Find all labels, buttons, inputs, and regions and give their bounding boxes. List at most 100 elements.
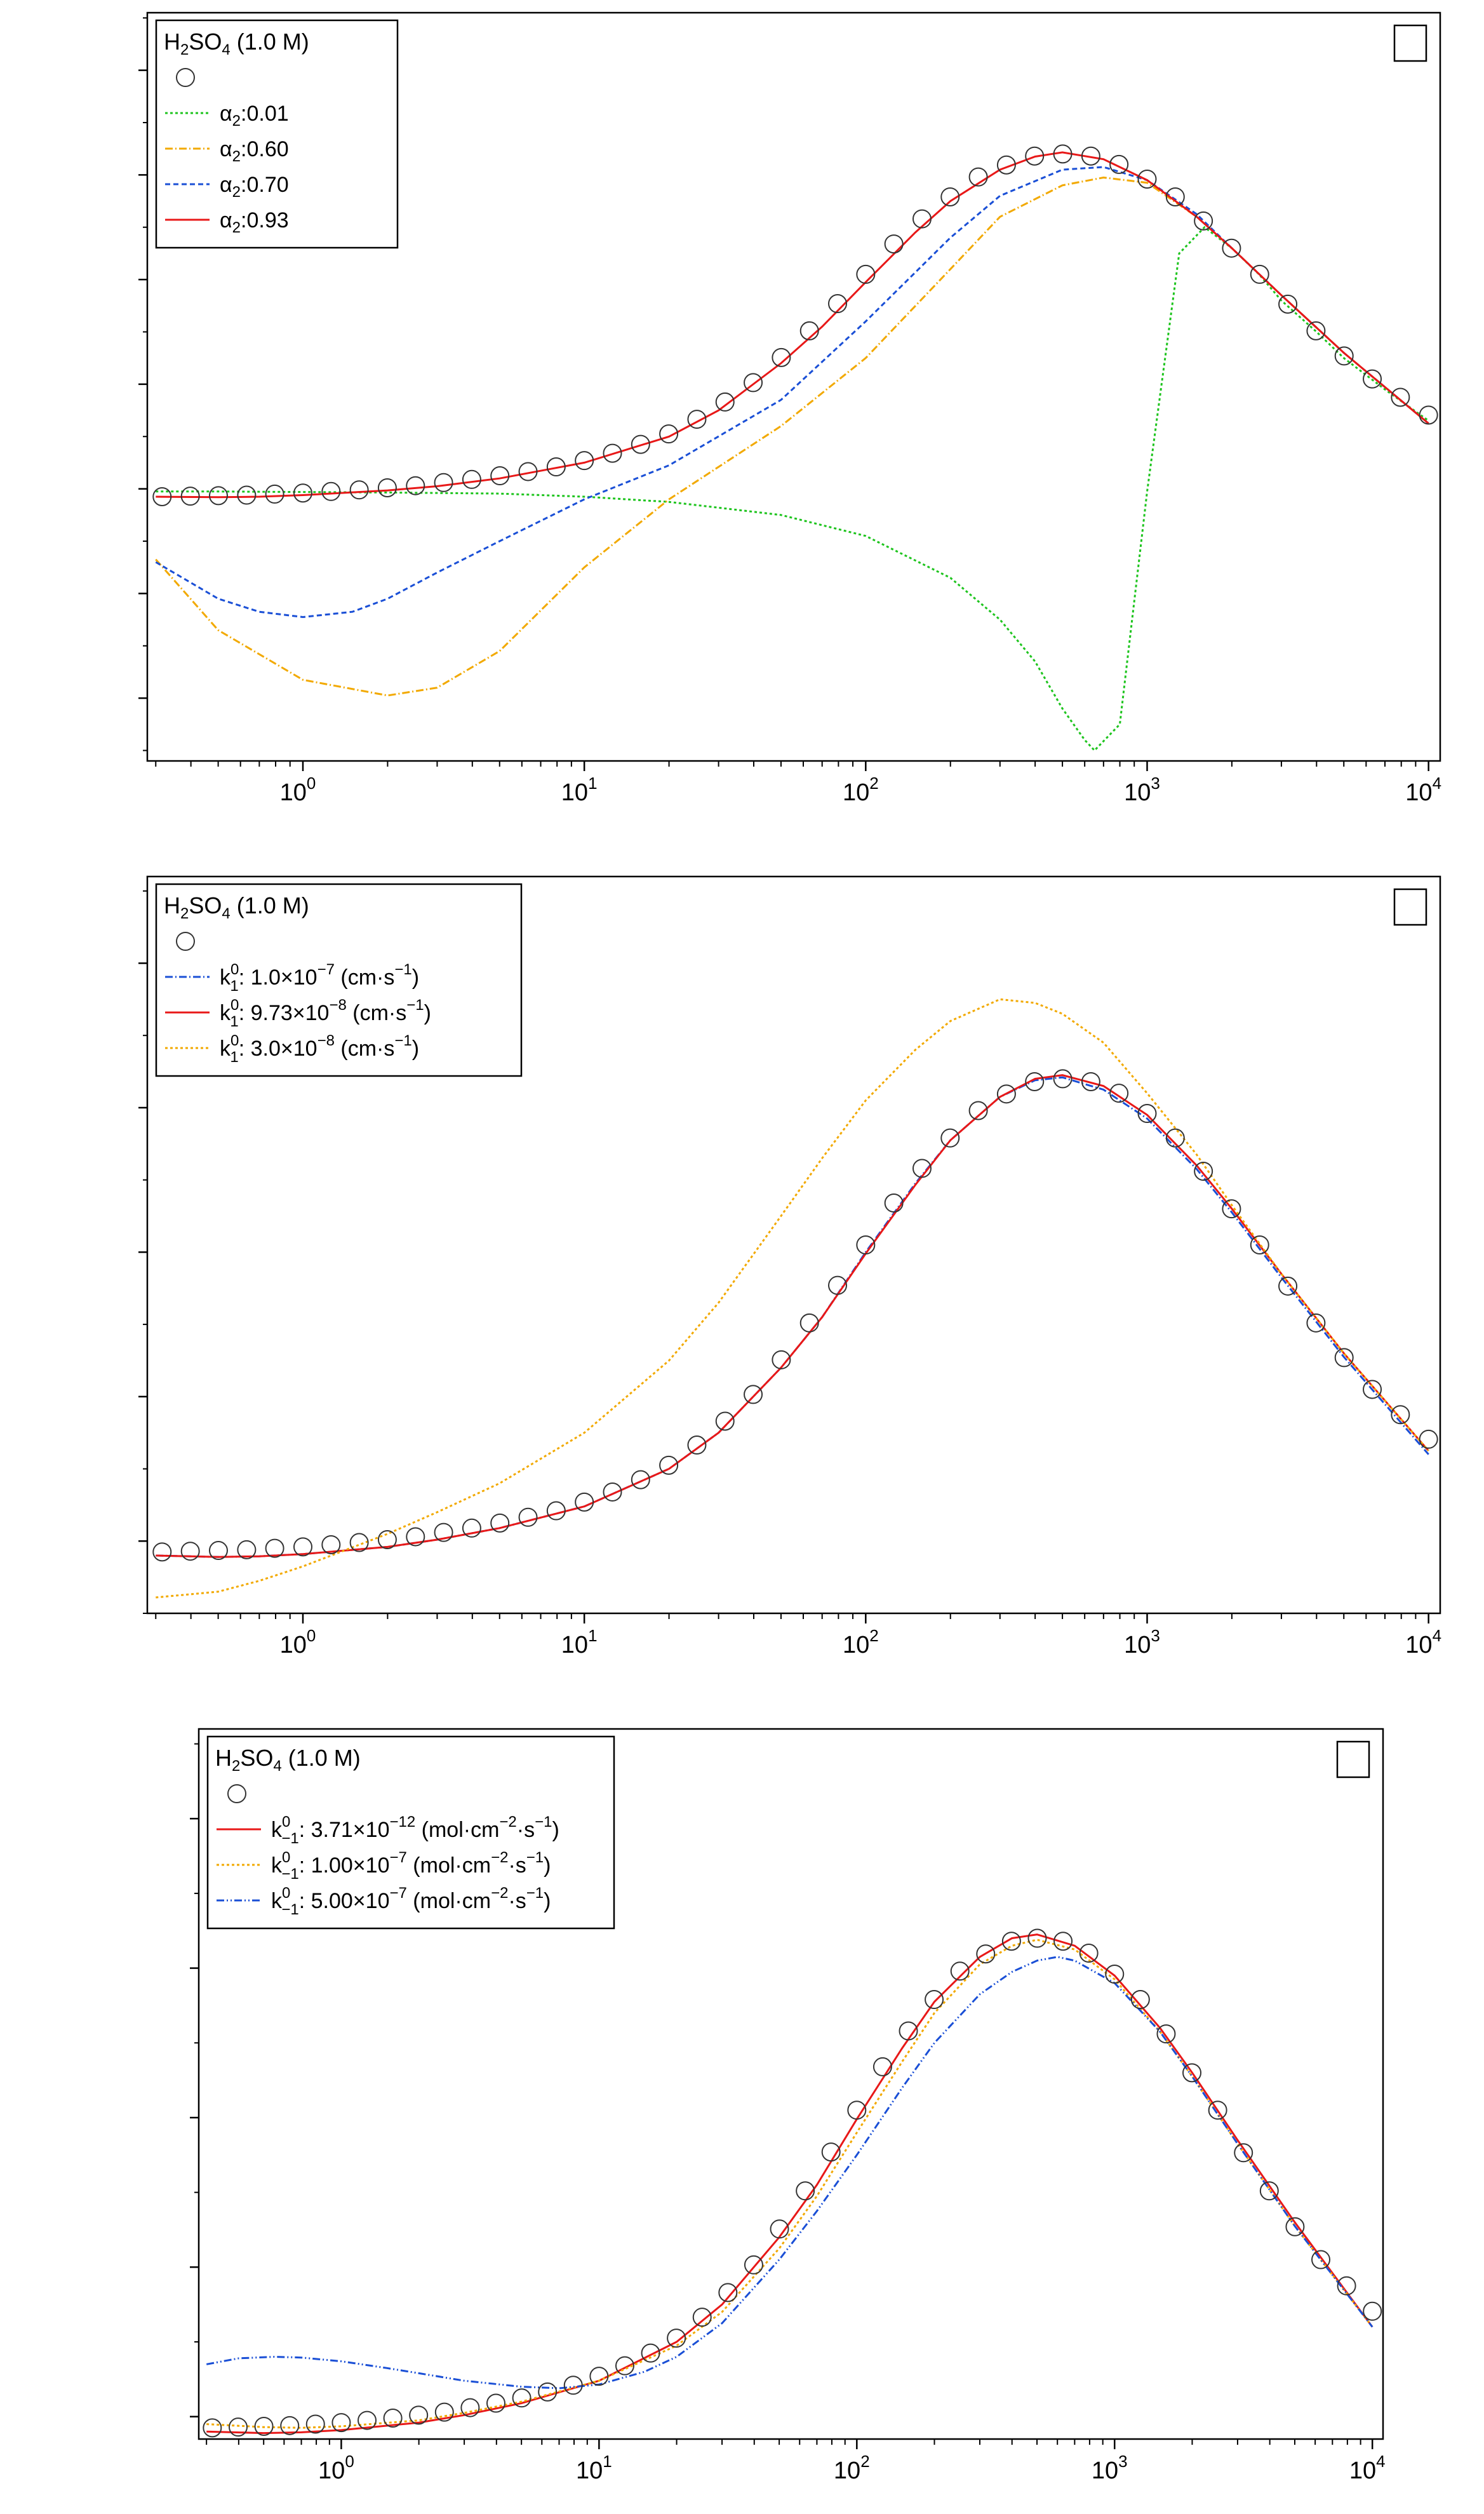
legend-sub: 2 [232, 148, 241, 165]
legend-series-label: k0 −1: 1.00×10−7 (mol·cm−2·s−1) [271, 1849, 551, 1883]
x-tick-label: 104 [1349, 2452, 1386, 2484]
legend-sup: 0 [282, 1813, 290, 1831]
legend-series-label: k0 1: 1.0×10−7 (cm·s−1) [220, 961, 419, 995]
series-line-2 [206, 1939, 1374, 2429]
experimental-point [490, 1513, 510, 1533]
experimental-point [1278, 294, 1298, 314]
experimental-point [349, 1533, 369, 1552]
legend-symbol: α [220, 173, 232, 197]
experimental-point [406, 476, 425, 495]
legend-title-sub: 2 [180, 41, 189, 58]
experimental-point [563, 2376, 583, 2395]
legend-sub: 2 [232, 219, 241, 236]
experimental-point [1337, 2276, 1356, 2296]
legend-series-label: k0 −1: 5.00×10−7 (mol·cm−2·s−1) [271, 1885, 551, 1918]
experimental-point [462, 469, 481, 489]
legend-value: : 5.00×10 [299, 1889, 390, 1913]
legend-sub: 2 [232, 112, 241, 130]
series-line-3 [206, 1956, 1374, 2390]
legend-title-part: (1.0 M) [231, 892, 309, 918]
experimental-point [1137, 1104, 1157, 1124]
legend-title-sub: 4 [222, 41, 230, 58]
x-tick-base: 10 [1349, 2457, 1376, 2484]
x-tick-label: 104 [1405, 774, 1441, 806]
legend-unit-exp: −1 [394, 961, 411, 978]
experimental-point [383, 2409, 403, 2428]
series-line-2 [156, 1074, 1429, 1558]
legend-title-part: (1.0 M) [282, 1745, 361, 1771]
experimental-point [460, 2398, 480, 2417]
experimental-point [321, 1535, 341, 1554]
x-tick-exp: 2 [869, 774, 878, 793]
experimental-point [1363, 2301, 1382, 2321]
legend-box [206, 1735, 615, 1930]
x-tick-exp: 4 [1433, 1626, 1441, 1645]
experimental-point [968, 1101, 988, 1120]
legend-title: H2SO4 (1.0 M) [215, 1745, 361, 1775]
legend-sub: 1 [230, 1013, 238, 1030]
x-tick-label: 102 [843, 774, 879, 806]
x-tick-exp: 0 [307, 774, 316, 793]
legend-title-part: H [215, 1745, 232, 1771]
legend-experimental-marker [176, 68, 195, 87]
experimental-point [884, 234, 904, 254]
experimental-point [799, 321, 819, 340]
experimental-point [434, 473, 453, 492]
legend-experimental-marker [227, 1784, 246, 1803]
legend-unit-exp: −2 [491, 1885, 508, 1902]
x-tick-exp: 4 [1433, 774, 1441, 793]
experimental-point [641, 2343, 660, 2363]
experimental-point [265, 1538, 284, 1558]
legend-unit: ·s [508, 1853, 526, 1878]
legend-tail: ) [544, 1889, 551, 1913]
experimental-point [462, 1518, 481, 1538]
series-line-2 [155, 176, 1429, 697]
experimental-point [1194, 211, 1213, 231]
experimental-point [1306, 321, 1326, 340]
legend-unit-exp: −1 [535, 1813, 552, 1831]
experimental-point [1259, 2181, 1279, 2201]
legend-exp: −7 [389, 1849, 406, 1866]
experimental-point [208, 1541, 228, 1561]
series-line-3 [155, 166, 1429, 619]
experimental-point [1105, 1965, 1125, 1984]
plot-area [152, 144, 1438, 752]
experimental-point [1079, 1944, 1099, 1963]
legend-title-part: SO [189, 29, 222, 55]
x-tick-base: 10 [843, 1632, 869, 1658]
experimental-point [687, 1435, 707, 1455]
experimental-point [512, 2388, 531, 2408]
experimental-point [687, 410, 707, 429]
x-tick-exp: 1 [588, 1626, 597, 1645]
x-tick-base: 10 [1124, 779, 1151, 806]
experimental-point [490, 466, 510, 486]
experimental-point [1311, 2250, 1331, 2269]
legend-symbol: k [220, 1037, 231, 1061]
legend-title-part: SO [240, 1745, 273, 1771]
legend-title-part: SO [189, 892, 222, 918]
experimental-point [1391, 387, 1410, 407]
experimental-point [1081, 1072, 1100, 1091]
legend-unit: (cm·s [335, 1037, 394, 1061]
experimental-point [546, 1501, 566, 1521]
experimental-point [796, 2181, 815, 2201]
experimental-point [1363, 369, 1382, 389]
plot-area [152, 998, 1438, 1599]
legend-sub: −1 [281, 1901, 298, 1918]
experimental-point [1109, 154, 1129, 174]
experimental-point [872, 2057, 892, 2076]
x-tick-label: 100 [318, 2452, 354, 2484]
legend-unit-exp: −2 [491, 1849, 508, 1866]
experimental-point [603, 1482, 622, 1502]
experimental-point [1334, 346, 1354, 366]
experimental-point [1334, 1348, 1354, 1368]
experimental-point [538, 2382, 558, 2402]
legend-symbol: k [271, 1818, 283, 1842]
experimental-point [293, 1537, 312, 1557]
legend-value: : 1.0×10 [239, 965, 318, 990]
legend-sub: −1 [281, 1830, 298, 1847]
legend-value: : 9.73×10 [239, 1001, 330, 1025]
legend-unit: ·s [517, 1818, 535, 1842]
plot-frame [146, 875, 1441, 1615]
legend-value: : 1.00×10 [299, 1853, 390, 1878]
